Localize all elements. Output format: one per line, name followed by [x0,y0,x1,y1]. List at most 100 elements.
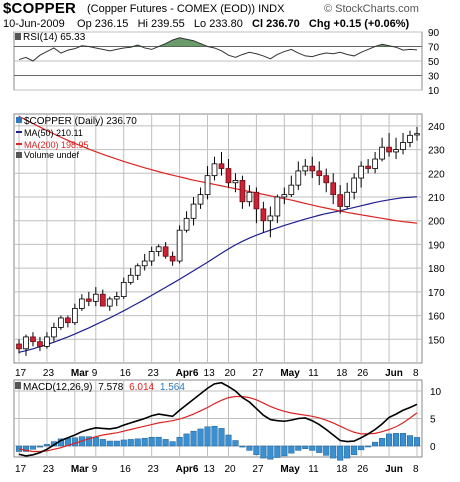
macd-series [15,381,421,461]
candle-body [78,298,85,309]
candle-body [253,191,260,210]
high-value: 239.55 [151,18,185,30]
macd-histogram-bar [127,439,134,447]
candle-body [16,343,22,350]
price-y-tick-label: 200 [428,217,445,228]
macd-y-tick-label: 10 [430,387,442,398]
price-x-tick-label: 20 [224,368,236,379]
rsi-line [18,37,418,62]
macd-histogram-bar [22,445,30,452]
candle-body [358,165,364,179]
candle-body [65,317,71,324]
macd-histogram-bar [274,445,281,458]
macd-x-tick-label: 11 [308,464,319,475]
macd-histogram-bar [232,440,239,447]
chart-symbol: $COPPER [3,0,77,17]
candle-body [225,168,232,184]
macd-histogram-bar [253,445,260,456]
chart-description: (Copper Futures - COMEX (EOD)) INDX [87,3,285,15]
candle-body [323,175,330,184]
candle-body [337,194,344,207]
macd-histogram-bar [406,435,414,447]
macd-histogram-bar [246,445,253,451]
price-y-tick-label: 150 [428,335,445,346]
macd-x-tick-label: May [280,464,300,475]
candle-body [58,317,64,328]
signal-legend-value: 6.014 [129,382,154,393]
candle-body [190,203,197,219]
candle-body [106,298,113,307]
candle-body [72,308,78,324]
candle-body [141,260,148,267]
legend-price: $COPPER (Daily) 236.70 [24,116,137,127]
macd-histogram-bar [197,428,204,447]
candle-body [85,298,92,302]
open-value: 236.15 [94,18,129,30]
candle-body [309,165,316,172]
candle-body [400,142,406,150]
macd-x-tick-label: 23 [43,464,55,475]
macd-histogram-bar [99,439,106,447]
quote-line: 10-Jun-2009 Op 236.15 Hi 239.55 Lo 233.8… [3,18,409,30]
candle-body [281,194,288,198]
rsi-y-tick-label: 70 [428,43,440,54]
rsi-legend: RSI(14) 65.33 [23,32,86,43]
rsi-y-tick-label: 90 [428,28,440,39]
ma50-line [18,196,418,353]
macd-x-tick-label: Jun [385,464,403,475]
watermark: © StockCharts.com [324,3,419,15]
macd-histogram-bar [316,445,323,453]
macd-histogram-bar [120,439,127,447]
candle-body [134,265,141,276]
macd-histogram-bar [225,434,232,447]
macd-histogram-bar [218,428,225,447]
macd-histogram-bar [71,437,78,447]
price-x-tick-label: 23 [148,368,160,379]
price-y-tick-label: 220 [428,169,445,180]
candle-body [365,165,371,169]
macd-histogram-bar [43,444,50,447]
legend-ma50: MA(50) 210.11 [24,128,83,138]
candle-body [204,175,211,196]
macd-histogram-bar [358,445,365,451]
price-y-tick-label: 230 [428,146,445,157]
macd-histogram-bar [239,445,246,448]
price-x-tick-label: 16 [120,368,132,379]
candle-body [120,281,127,298]
price-x-tick-label: 18 [336,368,348,379]
macd-histogram-bar [267,445,274,460]
price-x-tick-label: Jun [385,368,403,379]
price-series [16,115,420,356]
macd-histogram-bar [413,437,421,447]
macd-panel: 10 5 0 MACD(12,26,9) 7.578 6.014 1.564 [13,379,442,461]
macd-histogram-bar [183,433,190,447]
candle-body [267,215,274,222]
rsi-y-tick-label: 10 [428,86,440,97]
macd-histogram-bar [288,445,295,454]
macd-histogram-bar [260,445,267,459]
price-grid [14,114,422,363]
candle-body [295,170,302,186]
candle-body [44,336,50,347]
quote-date: 10-Jun-2009 [3,18,65,30]
candle-body [113,296,120,300]
open-label: Op [77,18,92,30]
price-x-axis: 17 23 Mar 9 16 23 Apr6 13 20 27 May 11 18 26 Jun 8 [15,368,419,379]
candle-body [288,184,295,196]
macd-x-tick-label: 8 [413,464,419,475]
macd-x-axis: 17 23 Mar 9 16 23 Apr6 13 20 27 May 11 18 26 Jun 8 [15,464,419,475]
macd-histogram-bar [365,445,372,448]
histogram-legend-value: 1.564 [160,382,185,393]
macd-line [18,381,418,457]
macd-histogram-bar [302,445,309,449]
candle-body [232,179,239,184]
candle-body [197,194,204,205]
price-x-tick-label: 9 [92,368,98,379]
price-x-tick-label: Apr6 [176,368,199,379]
candle-body [379,146,385,160]
macd-histogram-bar [190,430,197,447]
candle-body [92,293,99,302]
candle-body [23,336,29,350]
macd-x-tick-label: 27 [252,464,264,475]
candle-body [169,255,176,262]
